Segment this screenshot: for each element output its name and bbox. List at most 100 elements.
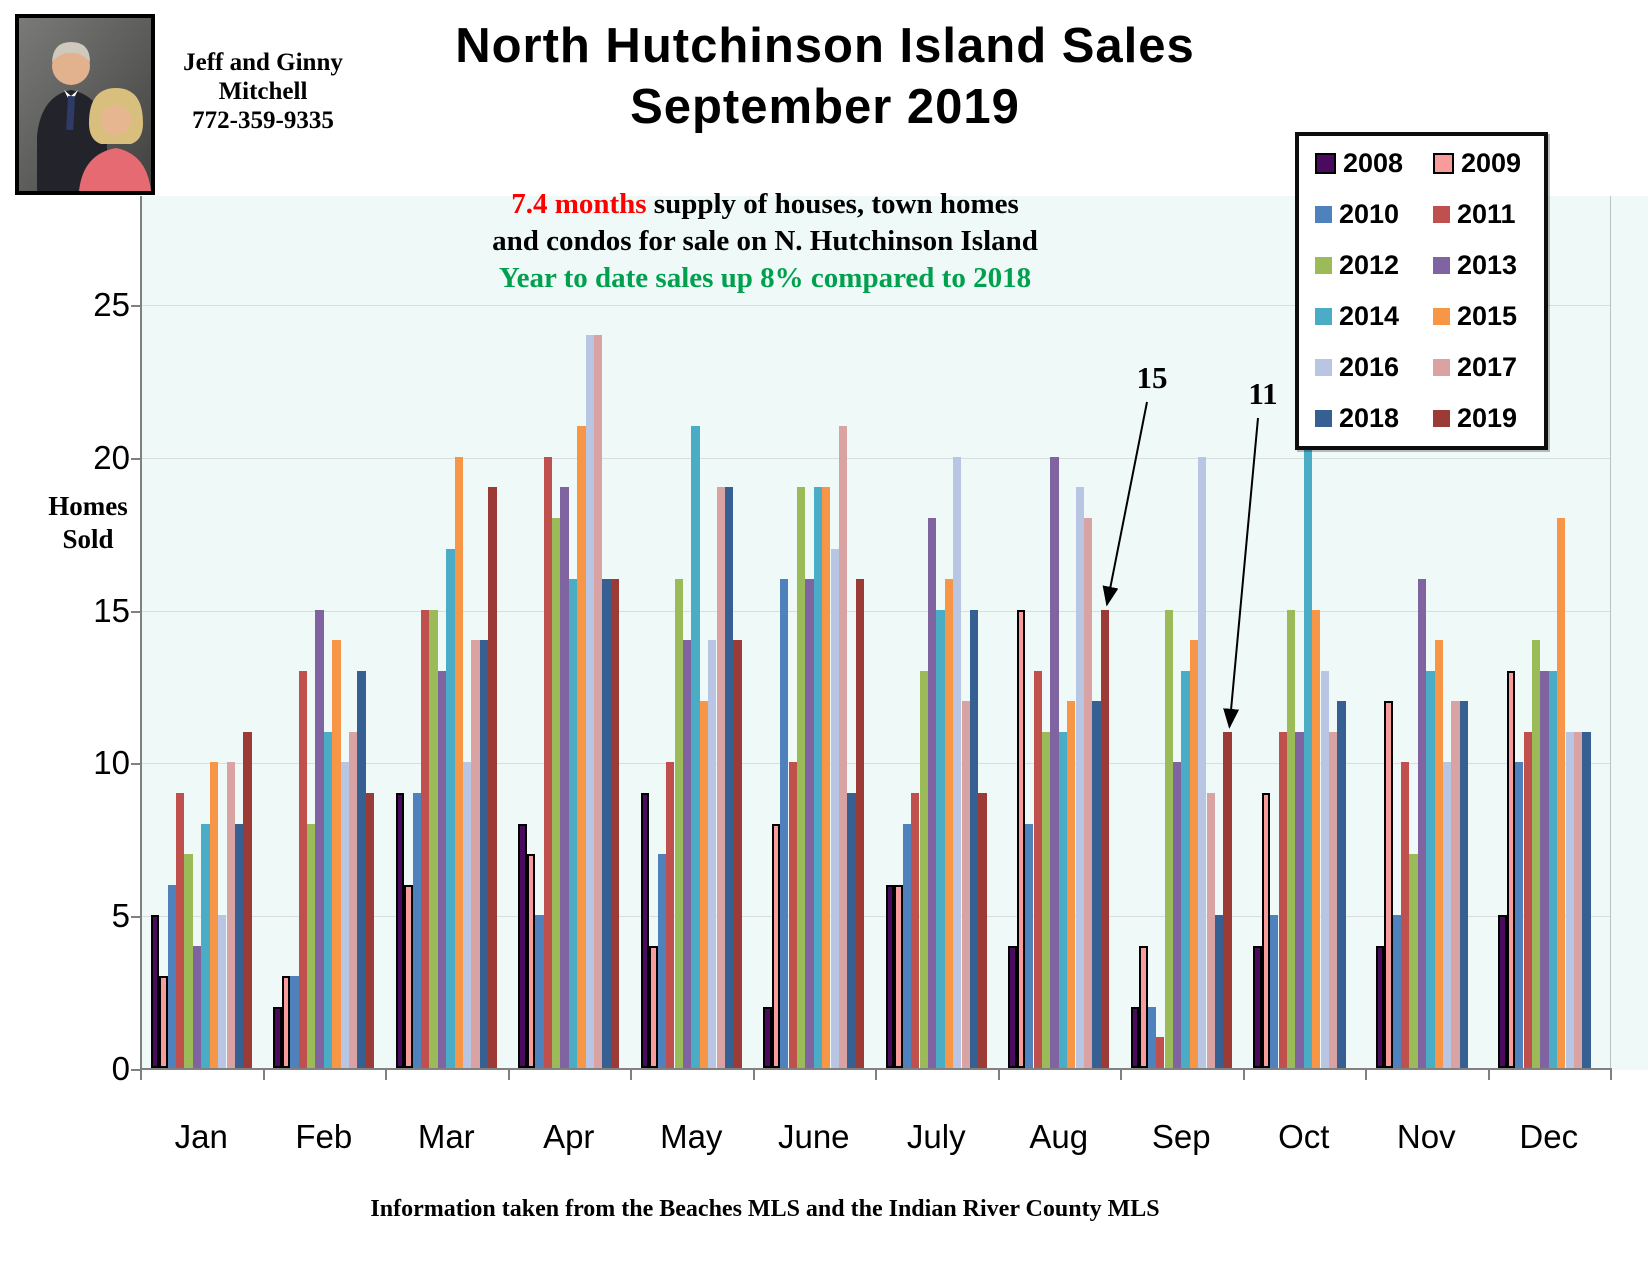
x-label-May: May	[660, 1118, 723, 1155]
bar-2010-Dec	[1515, 762, 1524, 1068]
bar-2015-Oct	[1312, 609, 1321, 1068]
legend-label-2011: 2011	[1457, 199, 1516, 229]
bar-2019-Mar	[488, 487, 497, 1068]
bar-2013-July	[927, 517, 937, 1068]
bar-2017-May	[716, 487, 725, 1068]
legend-label-2008: 2008	[1343, 148, 1404, 178]
bar-2015-Dec	[1557, 517, 1566, 1068]
y-axis-title-line1: Homes	[48, 491, 128, 521]
bar-2016-June	[830, 548, 839, 1068]
bar-2017-Dec	[1573, 731, 1583, 1068]
x-axis-line	[140, 1068, 1612, 1070]
legend-item-2014: 2014	[1315, 301, 1433, 332]
agent-phone: 772-359-9335	[192, 107, 334, 134]
bar-2018-Nov	[1459, 701, 1469, 1068]
x-tick-mark-9	[1242, 1070, 1245, 1080]
legend-item-2013: 2013	[1433, 250, 1542, 281]
bar-2015-Mar	[454, 456, 463, 1068]
chart-title-line2: September 2019	[630, 80, 1020, 134]
y-tick-label-25: 25	[93, 286, 130, 323]
bar-2008-Feb	[273, 1006, 282, 1068]
annotation-label-11: 11	[1248, 376, 1278, 411]
y-axis-line	[140, 196, 142, 1070]
bar-2009-Aug	[1016, 609, 1026, 1068]
legend: 2008 2009 2010 2011 2012 2013 2014 2015 2016 2017…	[1295, 132, 1548, 450]
y-axis-title-line2: Sold	[62, 524, 114, 554]
bar-2018-Jan	[234, 823, 244, 1068]
bar-2014-June	[813, 487, 823, 1068]
bar-2012-Nov	[1409, 854, 1418, 1068]
subtitle-rest1: supply of houses, town homes	[646, 188, 1019, 220]
bar-2010-Sep	[1147, 1006, 1156, 1068]
bar-2009-Apr	[526, 854, 536, 1068]
legend-items: 2008 2009 2010 2011 2012 2013 2014 2015 2016 2017…	[1315, 148, 1538, 434]
bar-2008-Mar	[395, 793, 405, 1068]
x-tick-mark-10	[1365, 1070, 1367, 1080]
legend-item-2017: 2017	[1433, 352, 1542, 383]
bar-2010-Oct	[1270, 915, 1279, 1068]
bar-2013-Mar	[437, 670, 447, 1068]
agent-info: Jeff and Ginny Mitchell 772-359-9335	[158, 48, 368, 135]
bar-2015-Feb	[332, 640, 341, 1068]
bar-2011-July	[911, 793, 920, 1068]
legend-label-2019: 2019	[1457, 403, 1518, 433]
bar-2017-Feb	[348, 731, 358, 1068]
x-label-Jan: Jan	[174, 1118, 228, 1155]
bar-2018-Mar	[479, 640, 489, 1068]
bar-2016-Jan	[218, 915, 227, 1068]
bar-2012-Mar	[429, 609, 438, 1068]
bar-2009-Dec	[1506, 670, 1516, 1068]
bar-2009-May	[649, 945, 658, 1068]
bar-2016-Mar	[463, 762, 472, 1068]
chart-title: North Hutchinson Island Sales September …	[200, 16, 1450, 138]
bar-2018-July	[969, 609, 979, 1068]
bar-2014-Jan	[201, 823, 210, 1068]
bar-2009-Sep	[1139, 945, 1148, 1068]
x-label-July: July	[906, 1118, 966, 1155]
x-tick-mark-12	[1610, 1070, 1612, 1080]
legend-swatch-2008	[1315, 153, 1336, 174]
bar-2013-June	[805, 579, 814, 1068]
x-tick-mark-6	[875, 1070, 877, 1080]
legend-swatch-2012	[1315, 257, 1332, 274]
bar-2012-June	[797, 487, 806, 1068]
bar-2008-Apr	[518, 823, 527, 1068]
bar-2013-Sep	[1172, 762, 1182, 1068]
bar-2011-Nov	[1401, 762, 1410, 1068]
gridline-5	[140, 916, 1610, 918]
legend-label-2016: 2016	[1339, 352, 1400, 382]
bar-2016-July	[953, 456, 962, 1068]
bar-2008-Jan	[150, 915, 160, 1068]
bar-2011-Feb	[298, 670, 307, 1068]
y-tick-label-5: 5	[111, 897, 130, 935]
bar-2018-Aug	[1092, 701, 1101, 1068]
bar-2019-Sep	[1223, 731, 1232, 1068]
bar-2015-June	[822, 487, 831, 1068]
x-tick-mark-2	[385, 1070, 387, 1080]
bar-2018-Oct	[1337, 701, 1346, 1068]
bar-2014-Mar	[446, 548, 455, 1068]
bar-2011-Sep	[1156, 1037, 1165, 1068]
legend-item-2018: 2018	[1315, 403, 1433, 434]
x-tick-mark-0	[140, 1070, 142, 1080]
bar-2011-Aug	[1033, 670, 1042, 1068]
bar-2011-Dec	[1523, 731, 1532, 1068]
legend-item-2011: 2011	[1433, 199, 1542, 230]
bar-2018-Apr	[602, 579, 611, 1068]
x-tick-mark-11	[1487, 1070, 1490, 1080]
x-label-Mar: Mar	[417, 1118, 475, 1155]
bar-2010-Apr	[535, 915, 544, 1068]
x-label-Sep: Sep	[1151, 1118, 1211, 1155]
bar-2012-July	[919, 670, 928, 1068]
bar-2019-Apr	[610, 579, 620, 1068]
bar-2014-Feb	[323, 731, 333, 1068]
bar-2012-Oct	[1286, 609, 1296, 1068]
bar-2011-Apr	[543, 456, 552, 1068]
bar-2013-Aug	[1050, 456, 1059, 1068]
x-label-Nov: Nov	[1396, 1118, 1456, 1155]
x-tick-mark-1	[262, 1070, 265, 1080]
bar-2010-Aug	[1025, 823, 1034, 1068]
gridline-20	[140, 457, 1610, 459]
x-tick-mark-8	[1120, 1070, 1122, 1080]
x-label-Feb: Feb	[295, 1118, 353, 1155]
